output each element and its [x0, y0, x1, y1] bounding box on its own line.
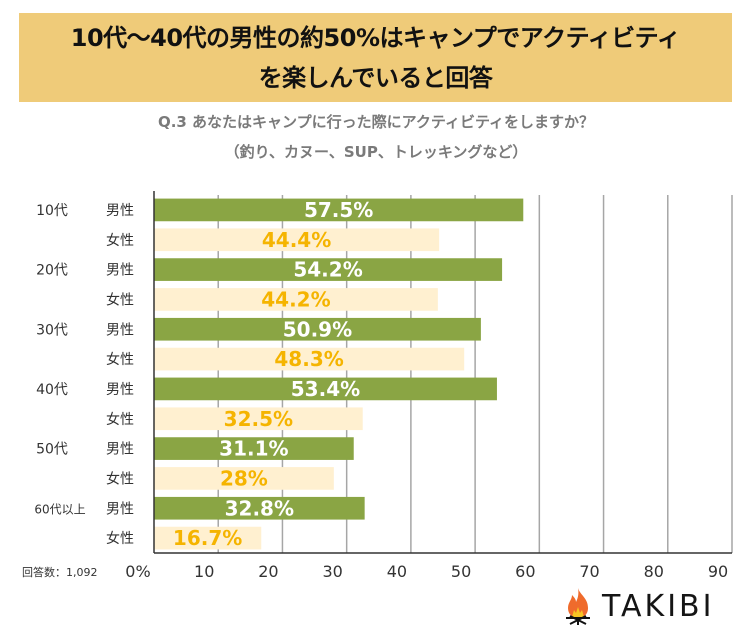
- respondent-count: 回答数：1,092: [22, 565, 98, 579]
- x-tick-label: 30: [322, 562, 342, 581]
- bar-male: [154, 258, 503, 281]
- takibi-logo: TAKIBI: [560, 586, 714, 626]
- age-label: 20代: [36, 263, 68, 279]
- bar-value-label: 32.5%: [224, 407, 293, 431]
- campfire-icon: [566, 588, 590, 625]
- x-tick-label: 60: [515, 562, 535, 581]
- bar-male: [154, 317, 481, 341]
- bar-female: [154, 407, 363, 431]
- x-tick-label: 0%: [125, 562, 150, 581]
- bar-value-label: 16.7%: [173, 526, 242, 550]
- bar-female: [154, 288, 438, 311]
- bar-male: [154, 377, 497, 401]
- bar-value-label: 44.2%: [261, 287, 330, 311]
- bar-value-label: 54.2%: [293, 258, 362, 282]
- bar-value-label: 57.5%: [304, 198, 373, 222]
- bar-female: [154, 347, 465, 371]
- sex-label: 女性: [106, 470, 134, 487]
- title-line-1: 10代〜40代の男性の約50%はキャンプでアクティビティ: [70, 23, 681, 52]
- x-tick-label: 10: [194, 562, 214, 581]
- sex-label: 男性: [106, 382, 134, 398]
- bar-value-label: 50.9%: [283, 317, 352, 341]
- sex-label: 男性: [106, 442, 134, 458]
- sex-label: 男性: [106, 322, 134, 338]
- logo-text: TAKIBI: [602, 588, 715, 624]
- x-tick-label: 70: [579, 562, 599, 581]
- sex-label: 男性: [106, 203, 134, 219]
- bar-female: [154, 228, 440, 252]
- sex-label: 女性: [106, 291, 134, 308]
- sex-label: 男性: [106, 501, 134, 517]
- x-tick-label: 50: [451, 562, 471, 581]
- sex-label: 女性: [106, 232, 134, 249]
- title-banner: 10代〜40代の男性の約50%はキャンプでアクティビティ を楽しんでいると回答: [19, 13, 732, 102]
- bar-value-label: 44.4%: [262, 228, 331, 252]
- question-text: Q.3 あなたはキャンプに行った際にアクティビティをしますか？: [157, 113, 595, 131]
- x-tick-label: 20: [258, 562, 278, 581]
- age-label: 60代以上: [34, 502, 85, 516]
- age-label: 40代: [36, 382, 68, 398]
- bar-value-label: 31.1%: [219, 437, 288, 461]
- x-tick-label: 40: [387, 562, 407, 581]
- x-tick-label: 80: [644, 562, 664, 581]
- age-label: 30代: [36, 322, 68, 338]
- bar-male: [154, 437, 354, 460]
- title-line-2: を楽しんでいると回答: [258, 63, 493, 92]
- sex-label: 女性: [106, 351, 134, 368]
- x-tick-label: 90: [708, 562, 728, 581]
- age-label: 10代: [36, 203, 68, 219]
- bar-value-label: 48.3%: [274, 347, 343, 371]
- sex-label: 女性: [106, 411, 134, 428]
- bar-value-label: 32.8%: [225, 496, 294, 520]
- sex-label: 女性: [106, 530, 134, 547]
- question-examples: （釣り、カヌー、SUP、トレッキングなど）: [224, 143, 528, 161]
- bar-male: [154, 198, 524, 222]
- bar-male: [154, 496, 365, 520]
- bar-value-label: 53.4%: [291, 377, 360, 401]
- bar-female: [154, 467, 334, 490]
- bar-female: [154, 526, 262, 550]
- sex-label: 男性: [106, 263, 134, 279]
- age-label: 50代: [36, 442, 68, 458]
- bar-value-label: 28%: [220, 466, 268, 490]
